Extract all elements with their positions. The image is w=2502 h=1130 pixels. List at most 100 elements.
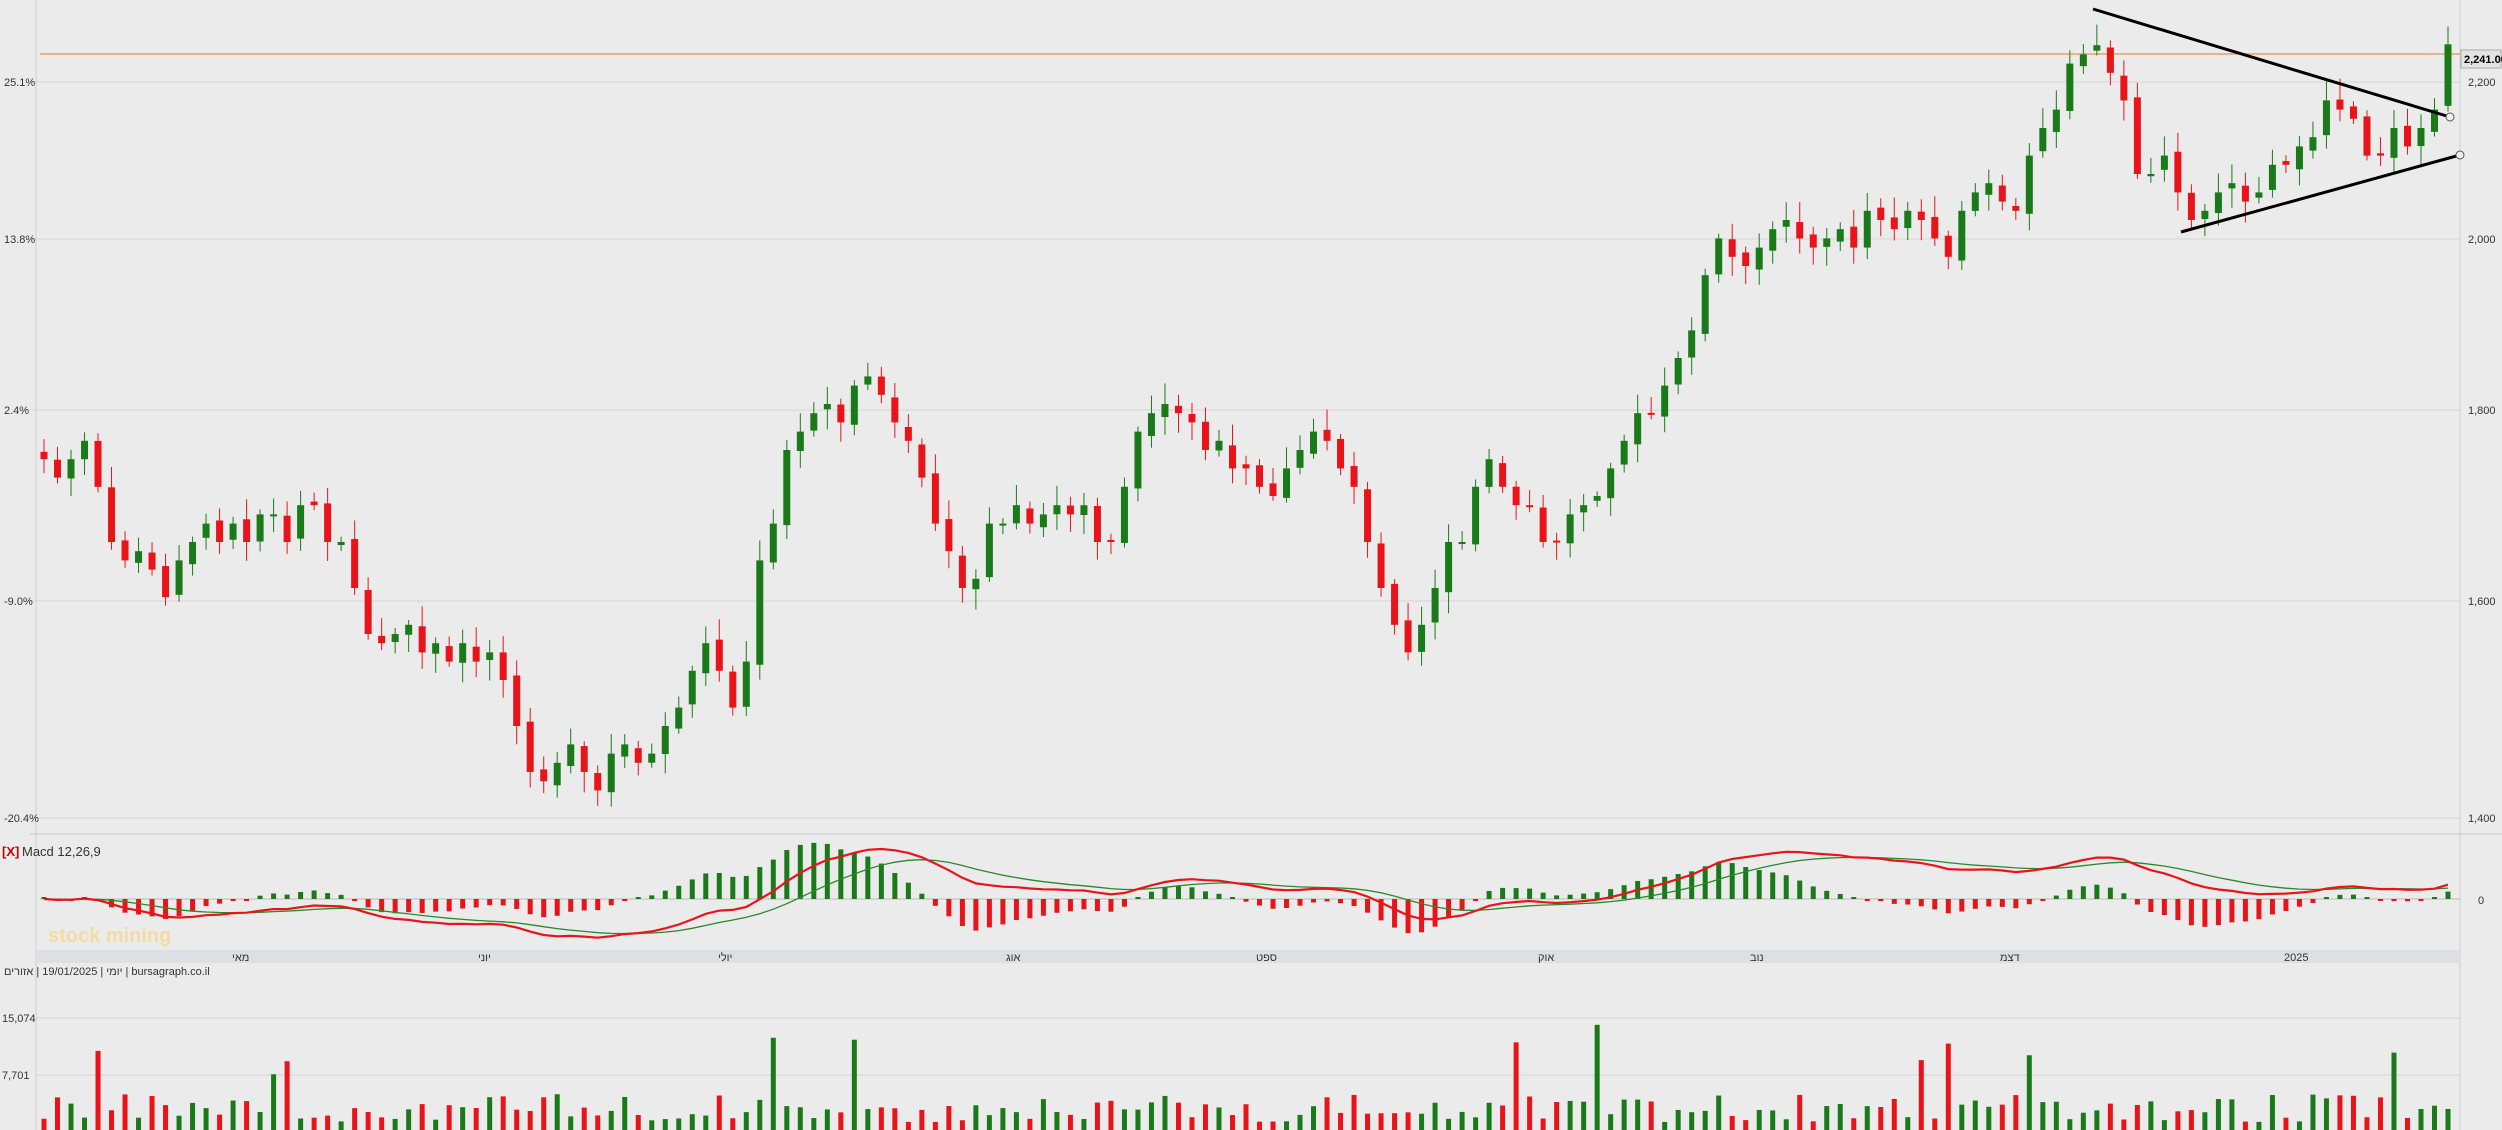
- macd-hist-bar: [1459, 899, 1465, 911]
- candle-body: [378, 635, 386, 644]
- macd-hist-bar: [1229, 897, 1235, 899]
- macd-hist-bar: [1351, 899, 1357, 907]
- volume-bar: [338, 1121, 344, 1130]
- candle-body: [121, 540, 129, 561]
- volume-bar: [1567, 1100, 1573, 1130]
- macd-hist-bar: [392, 899, 398, 914]
- volume-bar: [1162, 1095, 1168, 1130]
- macd-hist-bar: [2094, 884, 2100, 899]
- price-grid: [30, 81, 2460, 819]
- macd-hist-bar: [163, 899, 169, 919]
- volume-bar: [1351, 1094, 1357, 1130]
- macd-hist-bar: [1419, 899, 1425, 933]
- candle-body: [1701, 275, 1709, 334]
- volume-bar: [1594, 1024, 1600, 1130]
- volume-bar: [2188, 1110, 2194, 1130]
- volume-bar: [2134, 1104, 2140, 1130]
- y-tick-right-0: 2,200: [2468, 77, 2496, 89]
- candle-body: [1120, 486, 1128, 543]
- macd-zero-label: 0: [2478, 895, 2484, 907]
- macd-hist-bar: [757, 867, 763, 899]
- volume-bar: [55, 1097, 61, 1130]
- volume-bar: [1365, 1113, 1371, 1130]
- macd-hist-bar: [2256, 899, 2262, 920]
- macd-hist-bar: [325, 893, 331, 899]
- trendline-handle[interactable]: [2445, 112, 2455, 122]
- candle-body: [1796, 222, 1804, 239]
- macd-close-marker[interactable]: [X]: [2, 844, 19, 859]
- candle-body: [1526, 505, 1534, 508]
- volume-bar: [689, 1114, 695, 1130]
- volume-bar: [2404, 1117, 2410, 1130]
- macd-hist-bar: [1891, 899, 1897, 904]
- candle-body: [81, 440, 89, 460]
- candle-body: [1499, 463, 1507, 487]
- candle-body: [1093, 505, 1101, 542]
- macd-hist-bar: [2121, 893, 2127, 899]
- macd-hist-bar: [1594, 892, 1600, 899]
- volume-bar: [1486, 1102, 1492, 1130]
- volume-bar: [2040, 1102, 2046, 1130]
- candle-body: [1904, 210, 1912, 229]
- volume-bar: [1999, 1104, 2005, 1130]
- candle-body: [756, 560, 764, 665]
- candle-body: [1228, 445, 1236, 469]
- y-tick-left-3: -9.0%: [4, 596, 33, 608]
- macd-hist-bar: [1162, 887, 1168, 899]
- macd-hist-bar: [257, 895, 263, 899]
- macd-hist-bar: [271, 893, 277, 899]
- macd-hist-bar: [2445, 891, 2451, 899]
- candle-body: [189, 542, 197, 565]
- candle-body: [540, 769, 548, 782]
- candle-body: [1364, 489, 1372, 542]
- trendlines[interactable]: [2092, 7, 2465, 234]
- candle-body: [1863, 210, 1871, 248]
- candle-body: [2444, 44, 2452, 106]
- volume-bar: [865, 1109, 871, 1130]
- candle-body: [243, 519, 251, 542]
- x-tick-oct: אוק: [1538, 952, 1554, 964]
- volume-bar: [568, 1116, 574, 1130]
- volume-bar: [190, 1102, 196, 1130]
- volume-bar: [82, 1117, 88, 1130]
- x-tick-sep: ספט: [1256, 952, 1277, 964]
- volume-bar: [703, 1115, 709, 1130]
- candle-body: [796, 431, 804, 452]
- volume-bar: [2256, 1121, 2262, 1130]
- candle-body: [135, 551, 143, 563]
- candle-body: [2039, 128, 2047, 152]
- macd-hist-bar: [1581, 893, 1587, 899]
- candle-body: [1039, 514, 1047, 528]
- candle-body: [2295, 146, 2303, 170]
- candle-body: [1634, 413, 1642, 445]
- volume-bar: [1135, 1109, 1141, 1130]
- macd-hist-bar: [649, 895, 655, 899]
- volume-bar: [230, 1100, 236, 1130]
- macd-signal-line: [43, 856, 2449, 935]
- macd-hist-bar: [622, 899, 628, 901]
- volume-bar: [2026, 1055, 2032, 1130]
- candle-body: [621, 744, 629, 757]
- macd-hist-bar: [2377, 899, 2383, 901]
- candle-body: [1850, 226, 1858, 248]
- volume-bar: [527, 1111, 533, 1130]
- trendline-lower[interactable]: [2180, 153, 2461, 234]
- macd-hist-bar: [2404, 899, 2410, 902]
- trendline-handle[interactable]: [2455, 150, 2465, 160]
- volume-bar: [2202, 1112, 2208, 1130]
- candle-body: [850, 385, 858, 425]
- volume-bar: [392, 1118, 398, 1130]
- candle-body: [1485, 459, 1493, 487]
- macd-hist-bar: [1054, 899, 1060, 913]
- candle-body: [1890, 217, 1898, 230]
- trendline-upper[interactable]: [2092, 7, 2451, 119]
- volume-bar: [1864, 1106, 1870, 1130]
- volume-bar: [406, 1109, 412, 1130]
- macd-hist-bar: [1446, 899, 1452, 918]
- candle-body: [1944, 235, 1952, 257]
- macd-hist-bar: [1284, 899, 1290, 909]
- volume-bar: [743, 1112, 749, 1130]
- macd-hist-bar: [1365, 899, 1371, 913]
- macd-hist-bar: [1067, 899, 1073, 912]
- candle-body: [2079, 54, 2087, 67]
